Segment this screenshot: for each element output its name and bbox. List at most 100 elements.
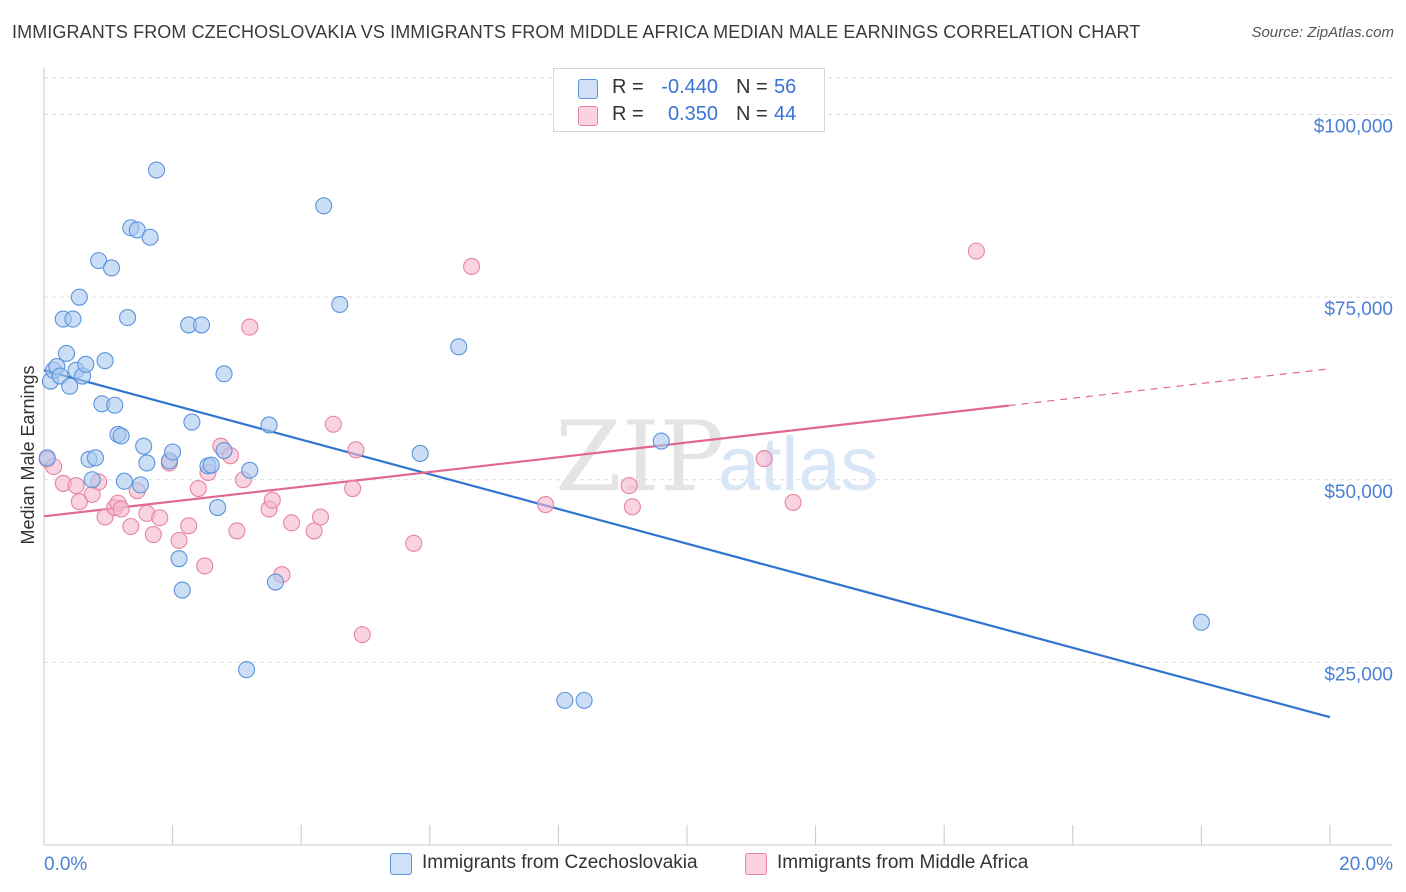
point-czechoslovakia (411, 444, 429, 463)
legend-n-label: N = (736, 103, 768, 125)
point-czechoslovakia (183, 413, 201, 431)
point-czechoslovakia (192, 316, 211, 334)
point-czechoslovakia (141, 228, 159, 246)
point-middle-africa (170, 531, 188, 549)
point-middle-africa (324, 415, 342, 433)
point-czechoslovakia (106, 396, 124, 414)
legend-row-middle-africa: R = 0.350 N = 44 (554, 100, 824, 128)
point-middle-africa (196, 557, 214, 575)
point-middle-africa (151, 509, 169, 527)
legend-r-value: 0.350 (667, 103, 718, 125)
point-czechoslovakia (96, 352, 114, 370)
point-middle-africa (755, 450, 773, 468)
legend-r-label: R = (612, 76, 644, 98)
watermark: ZIP atlas (555, 401, 879, 513)
legend-swatch-pink (578, 106, 598, 126)
point-middle-africa (967, 242, 985, 260)
point-middle-africa (241, 318, 259, 336)
point-czechoslovakia (241, 461, 259, 479)
point-middle-africa (70, 493, 88, 511)
point-czechoslovakia (138, 454, 156, 472)
point-middle-africa (536, 496, 555, 514)
x-tick-label: 0.0% (44, 854, 87, 875)
point-middle-africa (228, 522, 246, 540)
y-tick-label: $75,000 (1324, 299, 1393, 320)
point-czechoslovakia (61, 377, 79, 395)
point-czechoslovakia (70, 288, 88, 306)
point-czechoslovakia (556, 691, 574, 709)
point-middle-africa (405, 534, 423, 552)
point-middle-africa (347, 441, 365, 459)
y-tick-label: $50,000 (1324, 482, 1393, 503)
point-czechoslovakia (112, 427, 130, 445)
legend-row-czechoslovakia: R = -0.440 N = 56 (554, 73, 824, 101)
data-points (38, 161, 1210, 709)
point-czechoslovakia (115, 472, 133, 490)
point-middle-africa (263, 491, 281, 509)
point-czechoslovakia (209, 498, 227, 517)
point-czechoslovakia (164, 443, 182, 461)
point-middle-africa (620, 477, 638, 495)
y-axis-label: Median Male Earnings (18, 365, 38, 544)
y-tick-label: $25,000 (1324, 664, 1393, 685)
trend-lines (43, 368, 1331, 719)
legend-n-label: N = (736, 76, 768, 98)
bottom-legend-label: Immigrants from Middle Africa (777, 852, 1029, 873)
legend-swatch-blue (578, 79, 598, 99)
point-czechoslovakia (77, 355, 95, 373)
point-middle-africa (353, 626, 371, 644)
point-czechoslovakia (173, 581, 191, 599)
point-middle-africa (112, 500, 130, 518)
point-middle-africa (189, 479, 207, 498)
point-czechoslovakia (1192, 613, 1210, 631)
point-czechoslovakia (575, 691, 593, 709)
point-czechoslovakia (38, 449, 56, 467)
point-czechoslovakia (170, 550, 188, 568)
trendline-middle-africa (43, 404, 1009, 518)
trendline-middle-africa-extension (1008, 368, 1331, 407)
point-middle-africa (344, 479, 362, 498)
correlation-legend: R = -0.440 N = 56 R = 0.350 N = 44 (553, 68, 825, 132)
point-middle-africa (283, 514, 301, 532)
point-czechoslovakia (128, 221, 146, 239)
point-middle-africa (180, 517, 198, 535)
point-czechoslovakia (215, 365, 233, 383)
point-czechoslovakia (86, 449, 104, 467)
point-czechoslovakia (57, 344, 76, 362)
bottom-legend-swatch-blue (390, 853, 412, 875)
watermark-atlas: atlas (718, 422, 879, 507)
point-czechoslovakia (260, 416, 278, 434)
point-czechoslovakia (652, 432, 670, 450)
point-czechoslovakia (266, 573, 285, 591)
point-czechoslovakia (131, 476, 149, 494)
point-czechoslovakia (90, 252, 108, 270)
watermark-zip: ZIP (555, 401, 724, 513)
source-credit: Source: ZipAtlas.com (1251, 24, 1394, 41)
point-middle-africa (784, 493, 802, 511)
legend-n-value: 44 (774, 103, 797, 125)
legend-r-value: -0.440 (661, 76, 718, 98)
point-middle-africa (67, 477, 85, 495)
x-tick-label: 20.0% (1339, 854, 1393, 875)
point-czechoslovakia (119, 309, 137, 327)
point-middle-africa (122, 517, 140, 536)
point-czechoslovakia (450, 338, 468, 356)
point-czechoslovakia (83, 471, 101, 489)
bottom-legend-label: Immigrants from Czechoslovakia (422, 852, 698, 873)
point-czechoslovakia (331, 295, 349, 313)
point-czechoslovakia (135, 437, 153, 455)
point-middle-africa (305, 522, 323, 540)
trendline-czechoslovakia (43, 369, 1331, 719)
point-czechoslovakia (237, 661, 256, 679)
point-czechoslovakia (315, 197, 333, 215)
y-tick-label: $100,000 (1314, 117, 1393, 138)
tick-labels: Median Male Earnings $25,000 $50,000 $75,0… (18, 117, 1393, 875)
point-czechoslovakia (215, 441, 233, 460)
point-middle-africa (623, 498, 641, 516)
chart-title: IMMIGRANTS FROM CZECHOSLOVAKIA VS IMMIGR… (12, 22, 1141, 42)
point-czechoslovakia (202, 456, 220, 474)
legend-n-value: 56 (774, 76, 797, 98)
grid-lines (44, 77, 1392, 663)
point-middle-africa (144, 525, 162, 544)
